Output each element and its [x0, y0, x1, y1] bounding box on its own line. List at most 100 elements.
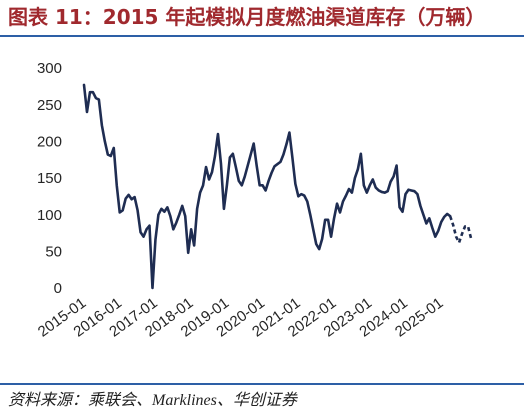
data-point — [294, 182, 297, 185]
series-line-solid — [82, 83, 452, 290]
y-tick-label: 0 — [54, 280, 62, 297]
data-point — [237, 180, 240, 183]
data-point — [127, 193, 130, 196]
data-point — [187, 251, 190, 254]
data-point — [273, 165, 276, 168]
data-point — [282, 153, 285, 156]
data-point — [306, 200, 309, 203]
data-point — [139, 231, 142, 234]
data-point — [130, 198, 133, 201]
data-point — [193, 244, 196, 247]
data-point — [178, 213, 181, 216]
data-point — [300, 193, 303, 196]
data-point — [267, 180, 270, 183]
y-tick-label: 300 — [37, 60, 62, 77]
data-point — [157, 213, 160, 216]
data-point — [419, 204, 422, 207]
data-point — [252, 142, 255, 145]
data-point — [160, 207, 163, 210]
data-point — [428, 217, 431, 220]
data-point — [327, 218, 330, 221]
data-point — [175, 221, 178, 224]
y-tick-label: 250 — [37, 97, 62, 114]
x-axis-labels: 2015-012016-012017-012018-012019-012020-… — [35, 294, 447, 340]
data-point — [440, 221, 443, 224]
line-chart: 0 50 100 150 200 250 300 2015-012016-012017-01… — [35, 60, 473, 341]
data-point — [383, 191, 386, 194]
data-point — [243, 175, 246, 178]
data-point — [354, 177, 357, 180]
y-tick-label: 150 — [37, 170, 62, 187]
data-point — [368, 184, 371, 187]
data-point — [285, 143, 288, 146]
data-point — [312, 228, 315, 231]
data-point — [333, 217, 336, 220]
data-point — [89, 91, 92, 94]
data-point — [348, 188, 351, 191]
data-point — [413, 190, 416, 193]
data-point — [261, 184, 264, 187]
data-point — [220, 162, 223, 165]
data-point — [166, 206, 169, 209]
data-point — [279, 160, 282, 163]
data-point — [351, 191, 354, 194]
data-point — [345, 194, 348, 197]
chart-title: 图表 11：2015 年起模拟月度燃油渠道库存（万辆） — [8, 5, 486, 29]
data-point — [464, 225, 467, 228]
data-point — [106, 153, 109, 156]
data-point — [401, 210, 404, 213]
data-point — [228, 156, 231, 159]
data-point — [356, 168, 359, 171]
y-tick-label: 200 — [37, 134, 62, 151]
data-point — [100, 124, 103, 127]
data-point — [309, 213, 312, 216]
data-point — [214, 155, 217, 158]
data-point — [407, 188, 410, 191]
data-point — [217, 133, 220, 136]
data-point — [467, 225, 470, 228]
data-point — [103, 140, 106, 143]
data-point — [115, 184, 118, 187]
data-point — [288, 131, 291, 134]
data-point — [470, 237, 473, 240]
data-point — [422, 213, 425, 216]
data-point — [190, 228, 193, 231]
y-tick-label: 100 — [37, 207, 62, 224]
data-point — [395, 164, 398, 167]
data-point — [461, 232, 464, 235]
data-point — [342, 200, 345, 203]
data-point — [362, 184, 365, 187]
data-point — [151, 287, 154, 290]
data-point — [246, 164, 249, 167]
data-point — [145, 228, 148, 231]
data-point — [211, 171, 214, 174]
data-point — [95, 97, 98, 100]
data-point — [181, 204, 184, 207]
data-point — [133, 196, 136, 199]
y-tick-label: 50 — [45, 244, 62, 261]
data-point — [249, 153, 252, 156]
data-point — [380, 191, 383, 194]
data-point — [434, 235, 437, 238]
data-point — [404, 193, 407, 196]
data-point — [371, 178, 374, 181]
data-point — [291, 156, 294, 159]
data-point — [410, 189, 413, 192]
data-point — [255, 164, 258, 167]
title-divider — [0, 35, 524, 37]
data-point — [202, 184, 205, 187]
data-point — [172, 228, 175, 231]
data-point — [452, 224, 455, 227]
data-point — [199, 191, 202, 194]
source-note: 资料来源：乘联会、Marklines、华创证券 — [8, 392, 297, 409]
data-point — [455, 235, 458, 238]
data-point — [83, 83, 86, 86]
data-point — [431, 226, 434, 229]
data-point — [270, 171, 273, 174]
data-point — [315, 243, 318, 246]
data-point — [223, 207, 226, 210]
data-point — [330, 235, 333, 238]
data-point — [208, 178, 211, 181]
data-point — [318, 248, 321, 251]
y-axis-labels: 0 50 100 150 200 250 300 — [37, 60, 62, 297]
